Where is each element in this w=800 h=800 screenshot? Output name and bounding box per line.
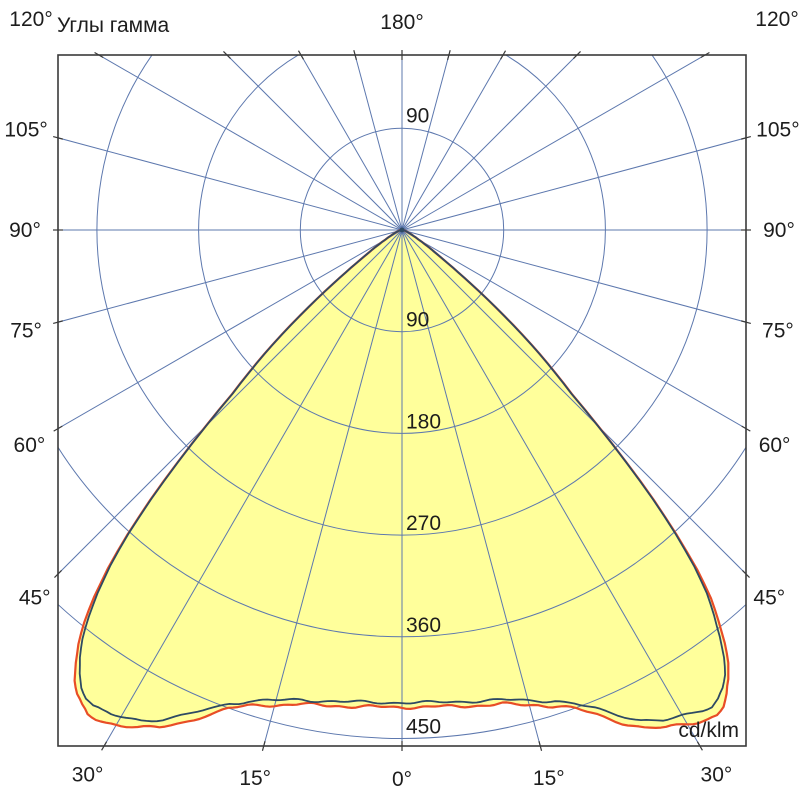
frame-tick [353, 50, 357, 60]
gamma-angle-label: 45° [19, 586, 51, 609]
gamma-ray [97, 55, 403, 231]
frame-tick [94, 51, 104, 59]
gamma-ray [401, 229, 541, 746]
gamma-angle-label: 15° [533, 767, 565, 790]
gamma-angle-label: 90° [9, 219, 41, 242]
gamma-angle-label: 60° [14, 434, 46, 457]
curve-origin-dot [399, 227, 405, 233]
gamma-angle-label: 180° [380, 11, 423, 34]
radial-value-label-upper: 90 [406, 104, 429, 127]
frame-tick [742, 570, 750, 578]
unit-label: cd/klm [678, 719, 739, 742]
radial-value-label: 90 [406, 309, 429, 332]
gamma-angle-label: 30° [701, 764, 733, 787]
gamma-ray [401, 55, 707, 231]
gamma-ray [226, 55, 403, 231]
gamma-ray [401, 55, 450, 231]
gamma-angle-label: 75° [762, 320, 794, 343]
gamma-ray [103, 229, 403, 746]
gamma-ray [401, 55, 578, 231]
gamma-ray [354, 55, 403, 231]
gamma-angle-label: 75° [10, 320, 42, 343]
gamma-angle-label: 45° [753, 586, 785, 609]
frame-tick [741, 425, 751, 432]
frame-tick [538, 741, 543, 751]
radial-value-label: 270 [406, 512, 441, 535]
frame-tick [696, 741, 703, 751]
frame-tick [53, 425, 63, 432]
value-circle [58, 446, 746, 638]
frame-tick [53, 320, 63, 325]
radial-value-label: 180 [406, 410, 441, 433]
value-circle [198, 55, 606, 434]
frame-tick [53, 135, 63, 140]
value-circle [58, 603, 746, 739]
value-circle [96, 55, 708, 536]
gamma-angle-label: 105° [756, 118, 799, 141]
frame-tick [700, 51, 710, 59]
radial-value-label: 360 [406, 614, 441, 637]
gamma-ray [58, 229, 403, 430]
gamma-ray [58, 229, 403, 323]
gamma-angle-label: 0° [392, 768, 412, 791]
gamma-angle-label: 60° [759, 434, 791, 457]
frame-tick [447, 50, 451, 60]
frame-ticks [53, 50, 751, 751]
gamma-ray [401, 229, 746, 575]
gamma-angle-label: 120° [755, 8, 798, 31]
gamma-angle-label: 15° [239, 767, 271, 790]
frame-tick [261, 741, 266, 751]
frame-tick [54, 570, 62, 578]
radial-value-label: 450 [406, 716, 441, 739]
gamma-angle-label: 30° [72, 764, 104, 787]
frame-tick [223, 51, 231, 59]
gamma-angle-label: 105° [4, 118, 47, 141]
frame-tick [741, 320, 751, 325]
intensity-curves [73, 228, 730, 729]
frame-tick [101, 741, 108, 751]
gamma-ray [58, 229, 403, 575]
curve-fills [74, 230, 729, 728]
chart-title: Углы гамма [57, 14, 170, 37]
gamma-ray [58, 137, 403, 231]
frame-tick [573, 51, 581, 59]
curve-plane-blue [78, 229, 726, 723]
gamma-ray [401, 229, 746, 430]
axis-labels: 180° 120° 120° 105° 105° 90° 90° 75° 75° 60° 60° 45… [4, 8, 799, 791]
gamma-angle-label: 120° [9, 8, 52, 31]
gamma-ray [401, 229, 701, 746]
gamma-angle-label: 90° [763, 219, 795, 242]
frame-tick [297, 50, 304, 60]
frame-tick [500, 50, 507, 60]
gamma-ray [401, 137, 746, 231]
gamma-ray [401, 229, 746, 323]
frame-tick [741, 135, 751, 140]
gamma-ray [263, 229, 403, 746]
value-circle [299, 127, 505, 333]
